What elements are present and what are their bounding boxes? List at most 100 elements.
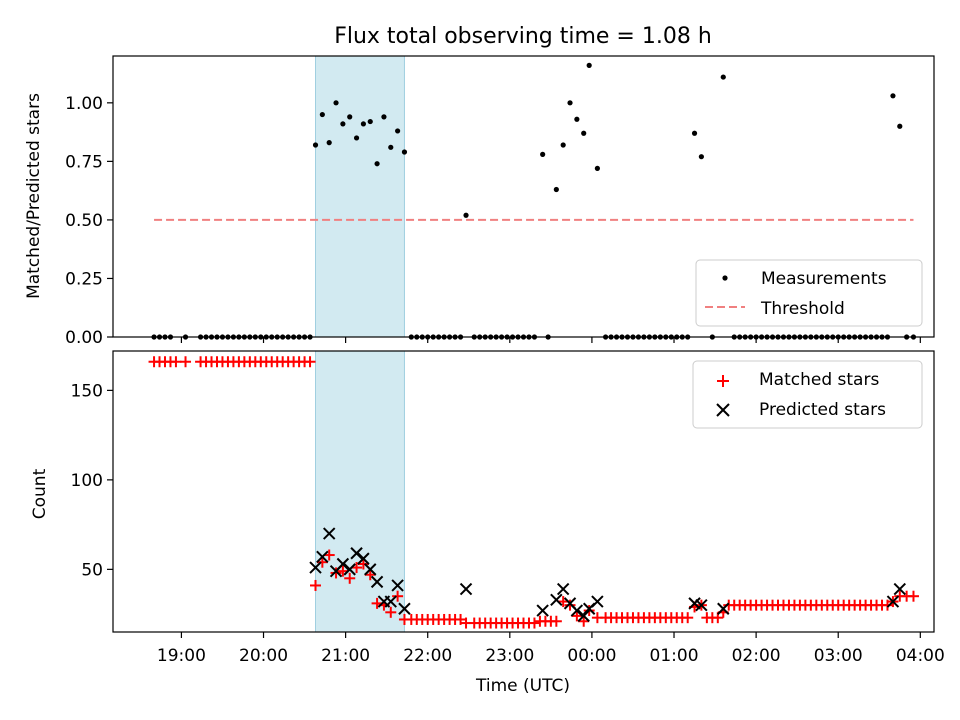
measurement-point [340, 121, 346, 127]
matched-star-marker [170, 356, 182, 368]
x-tick-label: 03:00 [814, 646, 863, 666]
x-tick-label: 01:00 [650, 646, 699, 666]
predicted-star-marker [556, 582, 570, 596]
predicted-star-marker [364, 563, 377, 576]
y-tick-label: 0.75 [65, 152, 103, 172]
predicted-star-marker [717, 602, 730, 615]
predicted-star-marker [370, 575, 384, 589]
x-axis-label: Time (UTC) [475, 676, 570, 696]
predicted-star-marker [391, 579, 404, 592]
bottom-observing-window [315, 350, 405, 633]
measurement-point [691, 130, 698, 136]
y-tick-label: 0.25 [65, 269, 103, 289]
measurement-point [319, 111, 325, 118]
predicted-star-markers [309, 527, 906, 623]
predicted-star-marker [550, 593, 563, 606]
predicted-star-marker [336, 557, 350, 571]
predicted-star-marker [384, 595, 397, 608]
bottom-y-ticks: 50 100 150 [71, 381, 113, 580]
top-x-ticks [180, 337, 921, 343]
top-legend: Measurements Threshold [695, 259, 923, 327]
y-tick-label: 0.00 [65, 328, 103, 348]
top-panel: 0.00 0.25 0.50 0.75 1.00 Matched/Predicted s… [24, 55, 935, 348]
predicted-star-marker [536, 604, 549, 617]
measurement-point [395, 128, 401, 134]
legend-measurements-label: Measurements [761, 269, 887, 289]
predicted-star-marker [357, 552, 370, 565]
top-axes-frame [112, 55, 935, 338]
measurement-point [326, 140, 332, 146]
matched-star-marker [907, 590, 919, 602]
matched-star-markers [148, 356, 919, 629]
matched-star-marker [180, 356, 192, 368]
matched-star-marker [578, 615, 590, 627]
measurement-point [374, 161, 380, 167]
predicted-star-marker [343, 563, 356, 576]
measurement-point [333, 100, 339, 106]
measurement-point [581, 130, 587, 136]
matched-star-marker [564, 599, 576, 611]
matched-star-marker [392, 590, 404, 602]
predicted-star-marker [316, 550, 329, 564]
predicted-star-marker [893, 582, 906, 596]
measurement-point [890, 93, 896, 99]
top-y-axis-label: Matched/Predicted stars [24, 93, 44, 299]
matched-star-marker [528, 617, 540, 629]
y-tick-label: 150 [71, 381, 103, 401]
predicted-star-marker [398, 602, 411, 615]
legend-matched-label: Matched stars [759, 370, 879, 390]
measurement-point [367, 118, 373, 125]
measurement-point [594, 165, 600, 171]
predicted-star-marker [350, 547, 363, 560]
bottom-axes-frame [112, 350, 935, 633]
measurement-point [401, 149, 408, 155]
predicted-star-marker [322, 527, 336, 540]
predicted-star-marker [886, 595, 900, 608]
matched-star-marker [550, 615, 562, 627]
matched-star-marker [310, 579, 322, 591]
y-tick-label: 50 [81, 560, 103, 580]
predicted-star-marker [570, 604, 584, 617]
top-y-ticks: 0.00 0.25 0.50 0.75 1.00 [65, 94, 113, 348]
measurement-point [540, 151, 546, 157]
matched-star-marker [344, 572, 356, 584]
x-tick-label: 02:00 [732, 646, 781, 666]
legend-matched-marker [717, 375, 729, 387]
measurement-point [586, 62, 592, 68]
matched-star-marker [316, 556, 328, 568]
y-tick-label: 0.50 [65, 211, 103, 231]
x-tick-label: 04:00 [896, 646, 945, 666]
y-tick-label: 1.00 [65, 94, 103, 114]
measurement-point [720, 74, 726, 80]
legend-predicted-label: Predicted stars [759, 400, 886, 420]
measurement-point [347, 114, 353, 120]
x-tick-label: 20:00 [239, 646, 288, 666]
matched-star-marker [364, 569, 376, 581]
measurement-point [388, 144, 394, 150]
measurement-point [381, 114, 387, 120]
measurement-point [574, 116, 580, 122]
measurement-point [312, 142, 319, 148]
matched-star-marker [357, 558, 369, 570]
legend-measurement-marker [722, 275, 728, 281]
measurement-point [360, 121, 367, 127]
x-tick-label: 22:00 [403, 646, 452, 666]
measurement-point [567, 100, 573, 106]
measurement-point [353, 135, 360, 141]
legend-threshold-label: Threshold [760, 299, 845, 319]
predicted-star-marker [459, 582, 473, 596]
matched-star-marker [571, 610, 583, 622]
measurement-point [897, 123, 903, 129]
predicted-star-marker [695, 598, 708, 612]
x-tick-label: 23:00 [485, 646, 534, 666]
bottom-y-axis-label: Count [30, 468, 50, 519]
bottom-panel: 50 100 150 19:00 20:00 21:00 22:00 23:00 00:00 0… [30, 350, 945, 666]
matched-star-marker [304, 356, 316, 368]
predicted-star-marker [309, 561, 322, 574]
x-tick-label: 00:00 [567, 646, 616, 666]
predicted-star-marker [591, 595, 604, 608]
y-tick-label: 100 [71, 471, 103, 491]
top-observing-window [315, 55, 405, 338]
bottom-legend: Matched stars Predicted stars [692, 360, 923, 429]
